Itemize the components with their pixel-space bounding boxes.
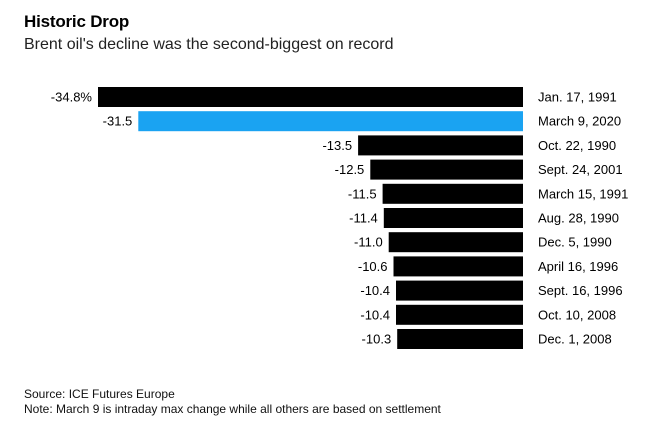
bar-3 [370, 159, 523, 180]
footnote: Note: March 9 is intraday max change whi… [24, 402, 441, 416]
value-label-6: -11.0 [354, 235, 383, 250]
source-note: Source: ICE Futures Europe [24, 387, 175, 401]
category-label-10: Dec. 1, 2008 [538, 332, 612, 347]
category-label-6: Dec. 5, 1990 [538, 235, 612, 250]
category-label-7: April 16, 1996 [538, 259, 618, 274]
value-label-8: -10.4 [360, 283, 390, 298]
chart-subtitle: Brent oil's decline was the second-bigge… [24, 36, 394, 53]
bar-6 [388, 232, 523, 253]
value-label-0: -34.8% [51, 90, 93, 105]
value-label-7: -10.6 [358, 259, 388, 274]
bar-4 [382, 183, 523, 204]
category-label-9: Oct. 10, 2008 [538, 307, 616, 322]
bar-chart: -34.8% Jan. 17, 1991 -31.5 March 9, 2020 -13… [51, 87, 628, 349]
bar-2 [358, 135, 523, 156]
bar-7 [393, 256, 523, 277]
bar-8 [396, 280, 523, 301]
category-label-5: Aug. 28, 1990 [538, 211, 619, 226]
value-label-10: -10.3 [362, 332, 392, 347]
category-label-2: Oct. 22, 1990 [538, 138, 616, 153]
value-label-5: -11.4 [349, 211, 378, 226]
bar-0 [98, 87, 523, 107]
category-label-1: March 9, 2020 [538, 114, 621, 129]
category-label-4: March 15, 1991 [538, 186, 628, 201]
value-label-4: -11.5 [348, 186, 377, 201]
category-label-3: Sept. 24, 2001 [538, 162, 623, 177]
bar-9 [396, 304, 523, 325]
value-label-3: -12.5 [335, 162, 365, 177]
chart-title: Historic Drop [24, 12, 130, 31]
bar-10 [397, 329, 523, 349]
bar-5 [383, 208, 523, 228]
value-label-9: -10.4 [360, 307, 390, 322]
bar-1 [138, 111, 524, 132]
category-label-8: Sept. 16, 1996 [538, 283, 623, 298]
value-label-1: -31.5 [103, 114, 133, 129]
value-label-2: -13.5 [322, 138, 352, 153]
category-label-0: Jan. 17, 1991 [538, 90, 617, 105]
